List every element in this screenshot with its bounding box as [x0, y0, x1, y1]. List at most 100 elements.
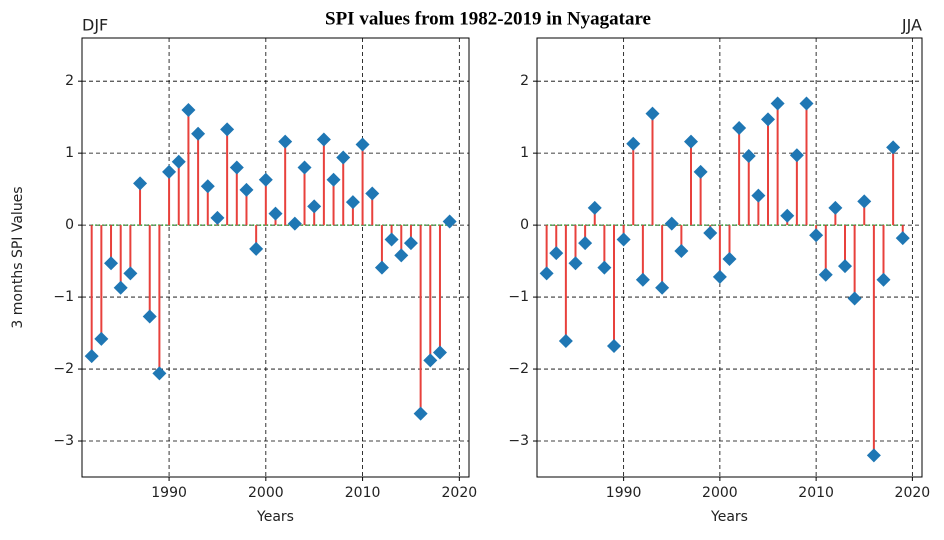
marker: [741, 149, 756, 164]
marker: [336, 150, 351, 165]
marker: [423, 353, 438, 368]
x-tick-label: 2000: [248, 485, 284, 501]
marker: [684, 134, 698, 149]
marker: [645, 106, 660, 121]
marker: [539, 266, 554, 281]
marker: [607, 339, 621, 354]
y-tick-label: −3: [508, 433, 529, 449]
marker: [403, 236, 418, 251]
y-tick-label: 1: [65, 145, 74, 161]
marker: [365, 186, 380, 201]
axes-frame: [81, 37, 470, 478]
marker: [181, 102, 196, 117]
y-tick-label: −3: [53, 433, 74, 449]
marker: [249, 241, 264, 256]
marker: [123, 266, 138, 281]
y-axis-label: 3 months SPI Values: [10, 186, 26, 328]
marker: [171, 154, 186, 169]
y-tick-label: 1: [520, 145, 529, 161]
marker: [664, 216, 679, 231]
marker: [818, 267, 833, 282]
marker: [278, 134, 293, 149]
marker: [761, 112, 775, 127]
marker: [693, 164, 708, 179]
marker: [789, 148, 804, 163]
marker: [770, 96, 785, 111]
marker: [191, 126, 206, 141]
marker: [876, 272, 891, 287]
figure-title: SPI values from 1982-2019 in Nyagatare: [325, 8, 651, 29]
marker: [828, 200, 843, 215]
marker: [597, 260, 612, 275]
marker: [142, 309, 157, 324]
x-tick-label: 2020: [442, 485, 478, 501]
marker: [568, 256, 583, 271]
y-tick-label: −2: [508, 361, 529, 377]
y-tick-label: −2: [53, 361, 74, 377]
y-tick-label: −1: [508, 289, 529, 305]
y-tick-label: −1: [53, 289, 74, 305]
y-tick-label: 2: [65, 73, 74, 89]
marker: [886, 140, 901, 155]
marker: [635, 272, 650, 287]
marker: [258, 172, 273, 187]
marker: [857, 194, 872, 209]
marker: [703, 226, 718, 241]
marker: [413, 406, 428, 421]
x-tick-label: 2010: [798, 485, 834, 501]
marker: [287, 216, 302, 231]
panel-title: DJF: [82, 16, 108, 35]
marker: [847, 291, 862, 306]
marker: [587, 200, 602, 215]
x-axis-label: Years: [256, 509, 294, 525]
panel-title: JJA: [901, 16, 922, 35]
marker: [268, 206, 283, 221]
marker: [355, 137, 370, 152]
marker: [712, 269, 727, 284]
marker: [384, 232, 399, 247]
marker: [220, 122, 235, 137]
marker: [578, 236, 593, 251]
marker: [229, 160, 244, 175]
marker: [809, 228, 824, 243]
y-tick-label: 2: [520, 73, 529, 89]
marker: [442, 214, 457, 229]
marker: [674, 244, 689, 259]
marker: [432, 345, 447, 360]
y-tick-label: 0: [520, 217, 529, 233]
marker: [394, 248, 409, 263]
marker: [549, 246, 564, 261]
axes-frame: [536, 37, 923, 478]
marker: [210, 210, 225, 225]
marker: [558, 333, 573, 348]
marker: [616, 232, 631, 247]
marker: [895, 231, 910, 246]
x-tick-label: 1990: [151, 485, 187, 501]
y-tick-label: 0: [65, 217, 74, 233]
marker: [838, 259, 852, 274]
x-tick-label: 2010: [345, 485, 381, 501]
marker: [780, 208, 795, 223]
marker: [626, 136, 641, 151]
marker: [751, 188, 766, 203]
x-tick-label: 2020: [895, 485, 931, 501]
marker: [113, 280, 128, 295]
marker: [722, 251, 737, 266]
marker: [200, 179, 215, 194]
marker: [374, 260, 389, 275]
x-axis-label: Years: [710, 509, 748, 525]
x-tick-label: 1990: [606, 485, 642, 501]
marker: [307, 199, 322, 214]
marker: [239, 182, 254, 197]
x-tick-label: 2000: [702, 485, 738, 501]
marker: [84, 349, 99, 364]
marker: [655, 280, 670, 295]
marker: [133, 176, 148, 191]
marker: [866, 448, 881, 463]
marker: [345, 195, 360, 210]
marker: [799, 96, 814, 111]
marker: [162, 164, 177, 179]
marker: [104, 256, 119, 271]
marker: [152, 366, 167, 381]
